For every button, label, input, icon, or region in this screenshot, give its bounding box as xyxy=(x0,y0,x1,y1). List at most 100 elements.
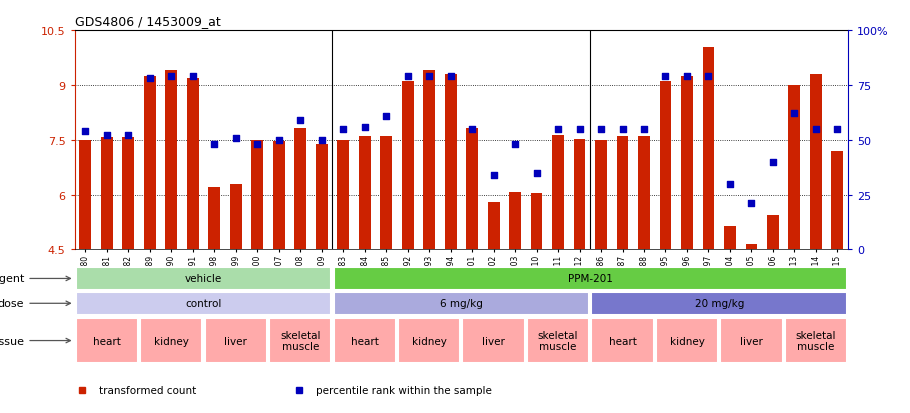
Bar xyxy=(76,292,331,315)
Point xyxy=(809,126,824,133)
Text: kidney: kidney xyxy=(154,336,188,346)
Point xyxy=(723,181,737,188)
Point xyxy=(271,137,286,144)
Text: liver: liver xyxy=(225,336,248,346)
Point xyxy=(379,113,393,120)
Text: transformed count: transformed count xyxy=(99,385,197,395)
Point xyxy=(99,133,114,139)
Text: skeletal
muscle: skeletal muscle xyxy=(280,330,320,351)
Bar xyxy=(140,318,202,363)
Text: 6 mg/kg: 6 mg/kg xyxy=(440,299,483,309)
Point xyxy=(207,142,221,148)
Bar xyxy=(724,226,736,250)
Bar xyxy=(527,318,589,363)
Point xyxy=(615,126,630,133)
Bar xyxy=(466,129,478,250)
Point xyxy=(250,142,265,148)
Bar xyxy=(660,82,672,250)
Bar xyxy=(592,318,653,363)
Point xyxy=(551,126,565,133)
Text: agent: agent xyxy=(0,274,70,284)
Text: heart: heart xyxy=(609,336,636,346)
Bar xyxy=(767,215,779,250)
Bar xyxy=(788,86,800,250)
Bar xyxy=(230,184,242,250)
Bar xyxy=(595,140,607,250)
Bar xyxy=(359,137,370,250)
Bar xyxy=(144,76,156,250)
Text: vehicle: vehicle xyxy=(185,274,222,284)
Bar xyxy=(76,318,138,363)
Text: 20 mg/kg: 20 mg/kg xyxy=(694,299,743,309)
Bar xyxy=(832,151,844,250)
Point xyxy=(400,74,415,80)
Bar xyxy=(488,202,500,250)
Text: heart: heart xyxy=(350,336,379,346)
Point xyxy=(422,74,437,80)
Text: control: control xyxy=(186,299,222,309)
Point xyxy=(443,74,458,80)
Bar xyxy=(208,187,220,250)
Bar xyxy=(334,318,396,363)
Text: liver: liver xyxy=(740,336,763,346)
Point xyxy=(186,74,200,80)
Text: kidney: kidney xyxy=(411,336,447,346)
Point xyxy=(680,74,694,80)
Bar xyxy=(445,75,457,250)
Bar xyxy=(251,141,263,250)
Bar xyxy=(76,267,331,290)
Bar xyxy=(531,193,542,250)
Text: dose: dose xyxy=(0,299,70,309)
Text: liver: liver xyxy=(482,336,505,346)
Point xyxy=(593,126,608,133)
Text: tissue: tissue xyxy=(0,336,70,346)
Bar xyxy=(638,137,650,250)
Bar xyxy=(294,129,306,250)
Text: percentile rank within the sample: percentile rank within the sample xyxy=(316,385,491,395)
Bar xyxy=(401,82,413,250)
Point xyxy=(702,74,716,80)
Point xyxy=(486,172,501,179)
Point xyxy=(658,74,672,80)
Bar xyxy=(423,70,435,250)
Bar xyxy=(187,78,198,250)
Bar xyxy=(123,138,135,250)
Bar xyxy=(273,142,285,250)
Bar xyxy=(617,137,629,250)
Point xyxy=(78,128,93,135)
Bar xyxy=(269,318,331,363)
Bar xyxy=(166,70,177,250)
Bar xyxy=(462,318,525,363)
Bar xyxy=(205,318,267,363)
Bar xyxy=(656,318,718,363)
Bar xyxy=(380,137,392,250)
Bar xyxy=(703,47,714,250)
Bar xyxy=(510,192,521,250)
Point xyxy=(228,135,243,142)
Bar xyxy=(334,292,589,315)
Bar xyxy=(338,140,349,250)
Bar xyxy=(101,138,113,250)
Bar xyxy=(681,76,693,250)
Bar xyxy=(573,140,585,250)
Point xyxy=(744,201,759,207)
Point xyxy=(572,126,587,133)
Point xyxy=(293,117,308,124)
Point xyxy=(637,126,652,133)
Bar xyxy=(745,244,757,250)
Point xyxy=(336,126,350,133)
Text: skeletal
muscle: skeletal muscle xyxy=(795,330,836,351)
Bar xyxy=(592,292,847,315)
Bar xyxy=(334,267,847,290)
Point xyxy=(530,170,544,177)
Bar xyxy=(810,75,822,250)
Point xyxy=(765,159,780,166)
Point xyxy=(164,74,178,80)
Text: heart: heart xyxy=(93,336,121,346)
Bar xyxy=(721,318,783,363)
Bar xyxy=(552,136,564,250)
Text: kidney: kidney xyxy=(670,336,704,346)
Point xyxy=(830,126,844,133)
Point xyxy=(315,137,329,144)
Bar xyxy=(316,145,328,250)
